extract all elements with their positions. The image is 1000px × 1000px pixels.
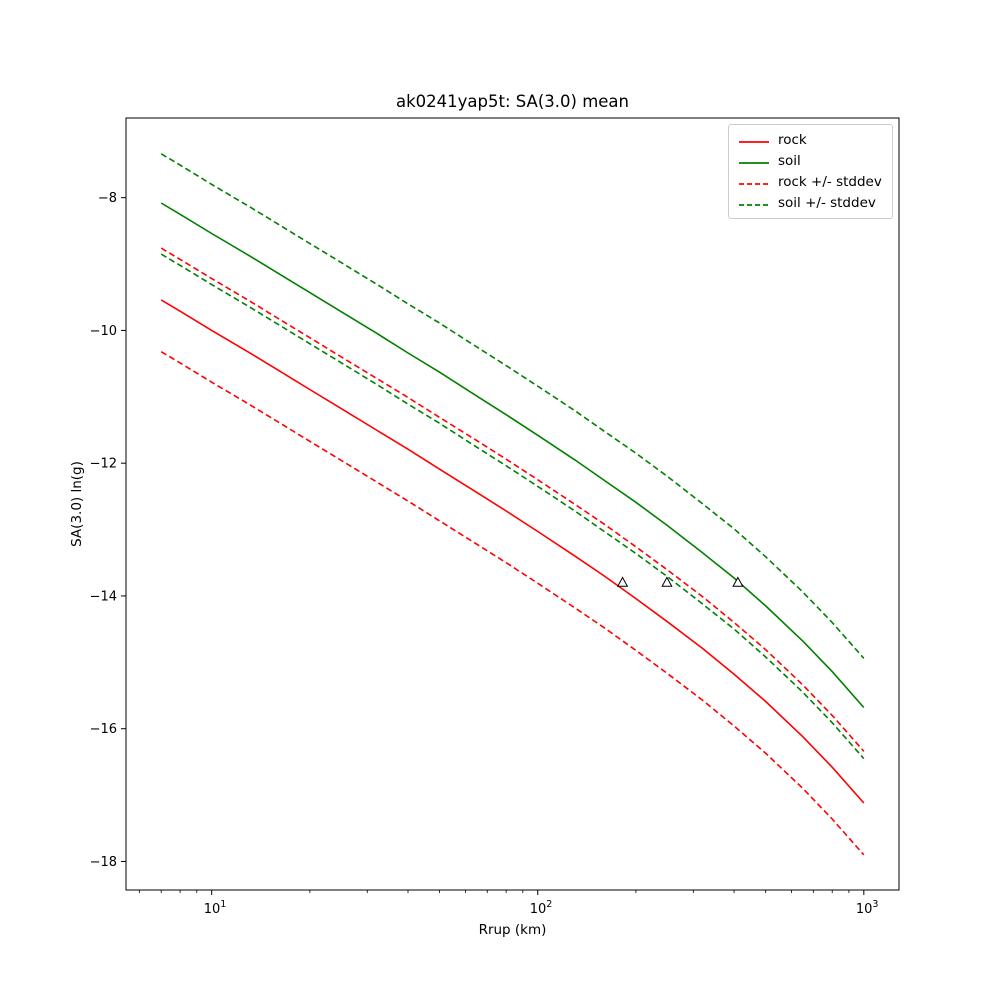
legend-label-soil: soil: [778, 153, 801, 169]
y-axis-ticks: −8 −10 −12 −14 −16 −18: [90, 191, 126, 870]
legend-line-sample-rock: [738, 135, 770, 145]
series-soil-line: [160, 202, 865, 709]
triangle-marker: [732, 576, 744, 587]
legend-item-soil-stddev: soil +/- stddev: [738, 195, 882, 211]
series-rock-line: [160, 299, 865, 804]
legend-item-rock: rock: [738, 132, 882, 148]
legend-label-rock-stddev: rock +/- stddev: [778, 174, 882, 190]
legend-line-sample-soil: [738, 156, 770, 166]
legend-line-sample-rock-stddev: [738, 177, 770, 187]
legend-line-sample-soil-stddev: [738, 198, 770, 208]
y-tick-label: −12: [90, 457, 117, 472]
triangle-marker: [616, 576, 629, 587]
legend-label-soil-stddev: soil +/- stddev: [778, 195, 876, 211]
x-tick-label: 103: [856, 899, 879, 917]
legend-item-soil: soil: [738, 153, 882, 169]
legend-label-rock: rock: [778, 132, 807, 148]
series-rock-stddev-line: [160, 247, 865, 752]
y-tick-label: −18: [90, 855, 117, 870]
triangle-marker: [661, 576, 673, 587]
y-tick-label: −8: [98, 191, 117, 206]
chart-title: ak0241yap5t: SA(3.0) mean: [396, 92, 629, 111]
legend-item-rock-stddev: rock +/- stddev: [738, 174, 882, 190]
x-axis-label: Rrup (km): [478, 922, 547, 938]
x-tick-label: 101: [204, 899, 227, 917]
axes-frame: [125, 117, 900, 891]
x-axis-ticks: 101 102 103: [204, 890, 879, 917]
y-tick-label: −16: [90, 722, 117, 737]
x-tick-label: 102: [530, 899, 553, 917]
y-tick-label: −14: [90, 589, 117, 604]
series-soil-stddev-line: [160, 253, 865, 760]
station-markers: [616, 576, 744, 587]
series-soil-stddev-line: [160, 153, 865, 659]
x-axis-minor-ticks: [138, 890, 850, 893]
series-rock-stddev-line: [160, 351, 865, 856]
legend: rock soil rock +/- stddev soil +/- stdde…: [728, 124, 893, 219]
y-axis-label: SA(3.0) ln(g): [69, 461, 85, 547]
y-tick-label: −10: [90, 324, 117, 339]
